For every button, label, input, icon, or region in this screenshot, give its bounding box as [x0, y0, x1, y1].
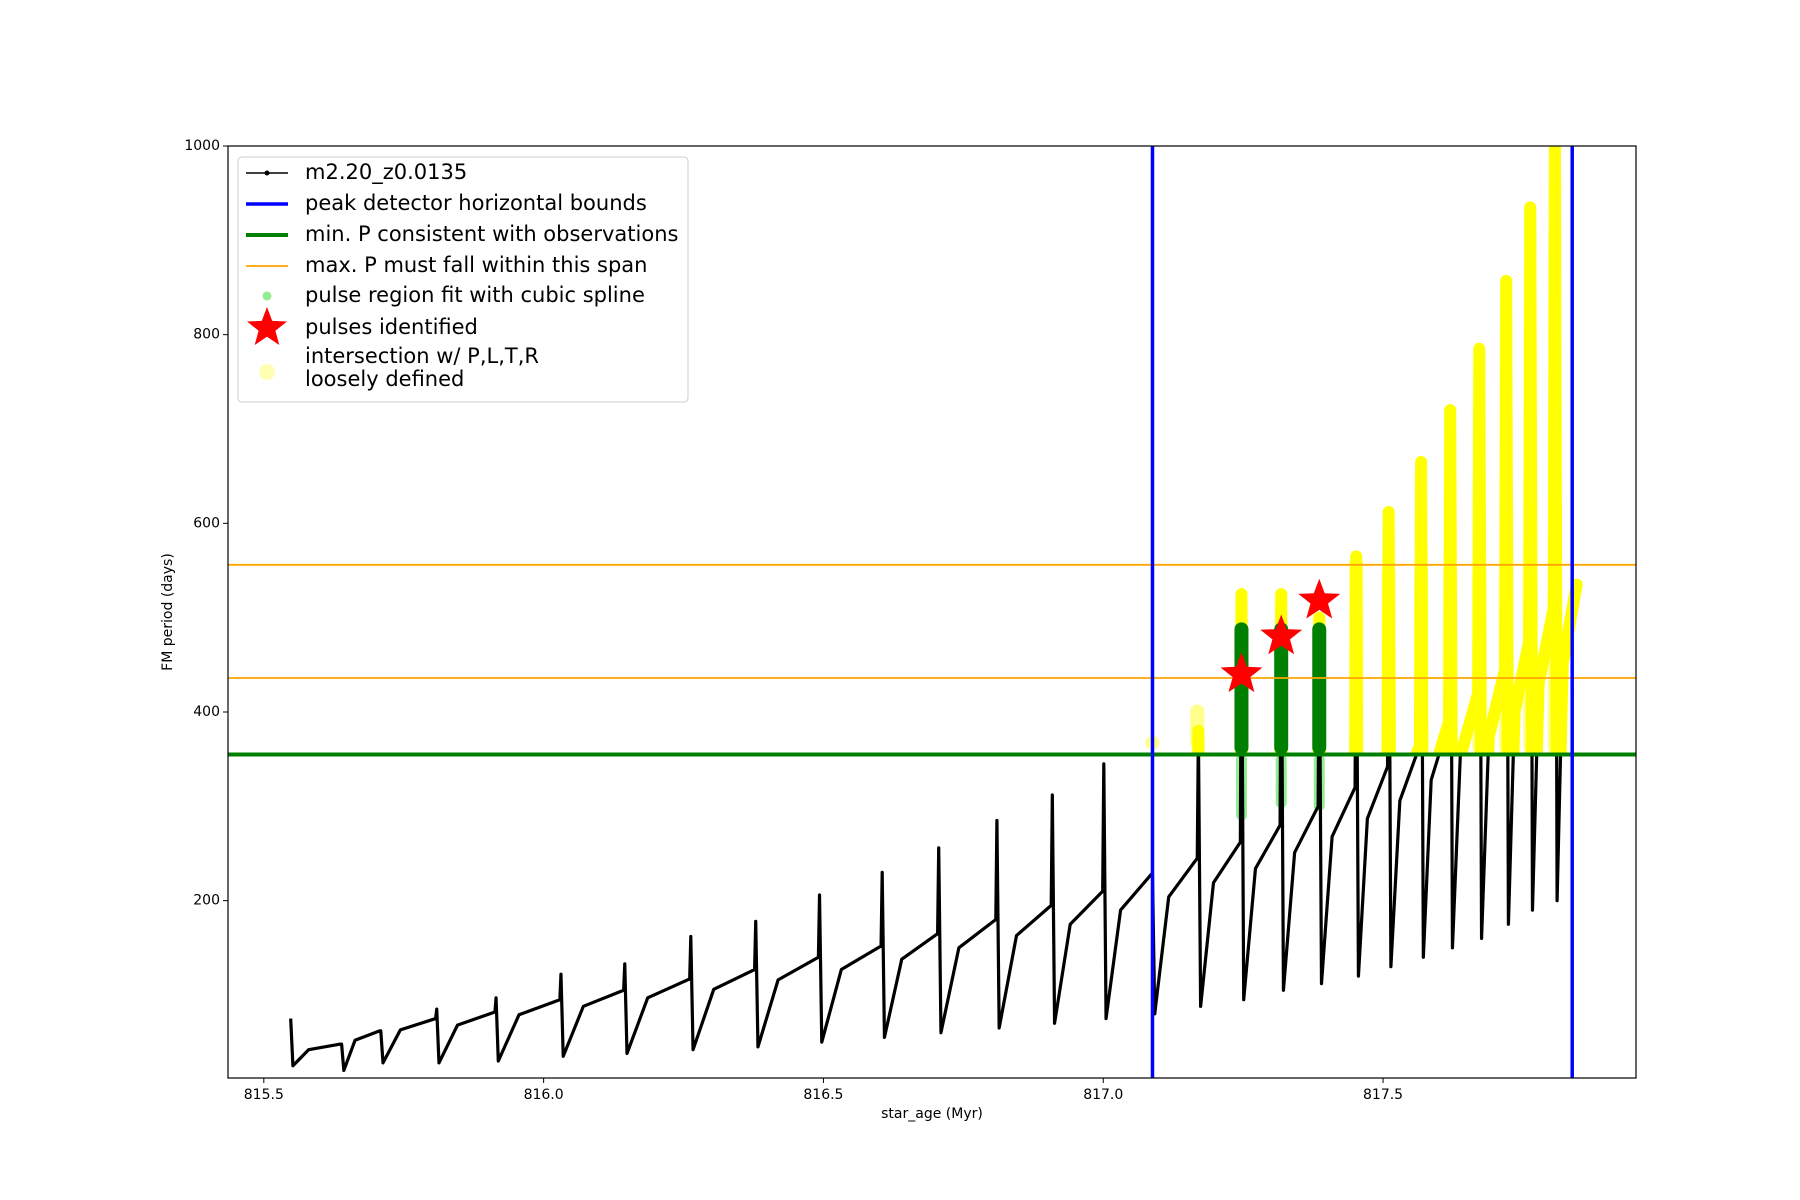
- legend-label: pulses identified: [305, 315, 478, 339]
- legend-label: loosely defined: [305, 367, 464, 391]
- legend-handle: [262, 291, 272, 301]
- pulse-star: [1298, 578, 1341, 619]
- y-tick-label: 800: [193, 327, 220, 343]
- intersection-curve: [1192, 146, 1583, 755]
- x-tick-label: 817.0: [1083, 1087, 1123, 1103]
- legend-label: min. P consistent with observations: [305, 222, 678, 246]
- y-axis-label: FM period (days): [160, 553, 176, 671]
- legend-handle: [259, 364, 275, 380]
- y-tick-label: 400: [193, 704, 220, 720]
- x-tick-label: 816.5: [803, 1087, 843, 1103]
- axes-frame: [227, 145, 1637, 1079]
- y-tick-label: 200: [193, 893, 220, 909]
- y-tick-label: 600: [193, 515, 220, 531]
- legend-label: peak detector horizontal bounds: [305, 191, 647, 215]
- legend-label: m2.20_z0.0135: [305, 160, 467, 185]
- y-tick-label: 1000: [184, 138, 220, 154]
- pulse_regions-column: [1312, 622, 1327, 755]
- legend-label: pulse region fit with cubic spline: [305, 283, 645, 307]
- legend-label: max. P must fall within this span: [305, 253, 647, 277]
- x-tick-label: 815.5: [244, 1087, 284, 1103]
- legend-handle: [247, 307, 287, 345]
- plot-area: [228, 146, 1636, 1078]
- legend-handle: [264, 170, 270, 176]
- x-axis-label: star_age (Myr): [881, 1106, 983, 1122]
- pulse-star: [1260, 614, 1303, 655]
- legend-label: intersection w/ P,L,T,R: [305, 344, 539, 368]
- pulse_regions-column: [1234, 622, 1249, 755]
- pulse-star: [1220, 652, 1263, 693]
- x-tick-label: 816.0: [524, 1087, 564, 1103]
- pulse_regions-column: [1274, 622, 1289, 755]
- legend-box: [237, 156, 689, 403]
- x-tick-label: 817.5: [1363, 1087, 1403, 1103]
